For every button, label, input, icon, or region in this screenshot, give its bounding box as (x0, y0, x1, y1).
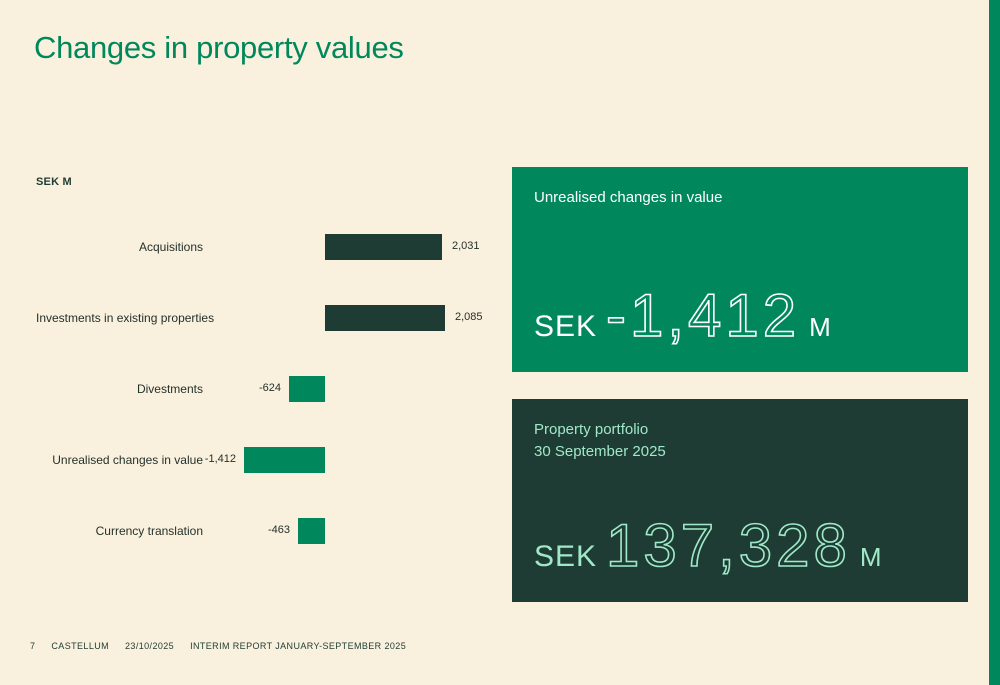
chart-category-label: Divestments (136, 382, 203, 396)
chart-bar (325, 234, 442, 260)
chart-unit-label: SEK M (36, 176, 72, 188)
big-number-value: 137,328 (605, 512, 851, 579)
chart-value-label: -463 (267, 524, 290, 536)
chart-value-label: -624 (258, 382, 281, 394)
currency-prefix: SEK (534, 540, 598, 573)
chart-category-label: Acquisitions (138, 240, 203, 254)
big-number-value: -1,412 (605, 282, 801, 349)
chart-value-label: -1,412 (204, 453, 236, 465)
chart-category-label: Currency translation (95, 524, 203, 538)
property-values-bar-chart: SEK M Acquisitions 2,031 Investments in ex… (36, 170, 496, 570)
footer-page-number: 7 (30, 641, 36, 651)
chart-bar (289, 376, 325, 402)
big-number-portfolio: SEK 137,328 M (534, 512, 882, 579)
card-subtitle-date: 30 September 2025 (534, 443, 666, 460)
footer: 7 CASTELLUM 23/10/2025 INTERIM REPORT JA… (30, 641, 406, 651)
card-title: Unrealised changes in value (534, 189, 723, 206)
card-title: Property portfolio (534, 421, 649, 438)
footer-report-title: INTERIM REPORT JANUARY-SEPTEMBER 2025 (190, 641, 407, 651)
chart-value-label: 2,085 (455, 311, 483, 323)
chart-category-label: Investments in existing properties (36, 311, 215, 325)
chart-bar (325, 305, 445, 331)
currency-prefix: SEK (534, 310, 598, 343)
chart-bar (244, 447, 325, 473)
big-number-unrealised: SEK -1,412 M (534, 282, 831, 349)
page-title: Changes in property values (34, 30, 404, 65)
right-edge-accent-bar (989, 0, 1000, 685)
footer-brand: CASTELLUM (51, 641, 110, 651)
chart-bar (298, 518, 325, 544)
card-unrealised-changes: Unrealised changes in value SEK -1,412 M (512, 167, 968, 372)
unit-suffix: M (859, 542, 882, 572)
chart-category-label: Unrealised changes in value (52, 453, 203, 467)
chart-value-label: 2,031 (452, 240, 480, 252)
footer-date: 23/10/2025 (125, 641, 175, 651)
card-property-portfolio: Property portfolio 30 September 2025 SEK… (512, 399, 968, 602)
unit-suffix: M (809, 312, 831, 342)
